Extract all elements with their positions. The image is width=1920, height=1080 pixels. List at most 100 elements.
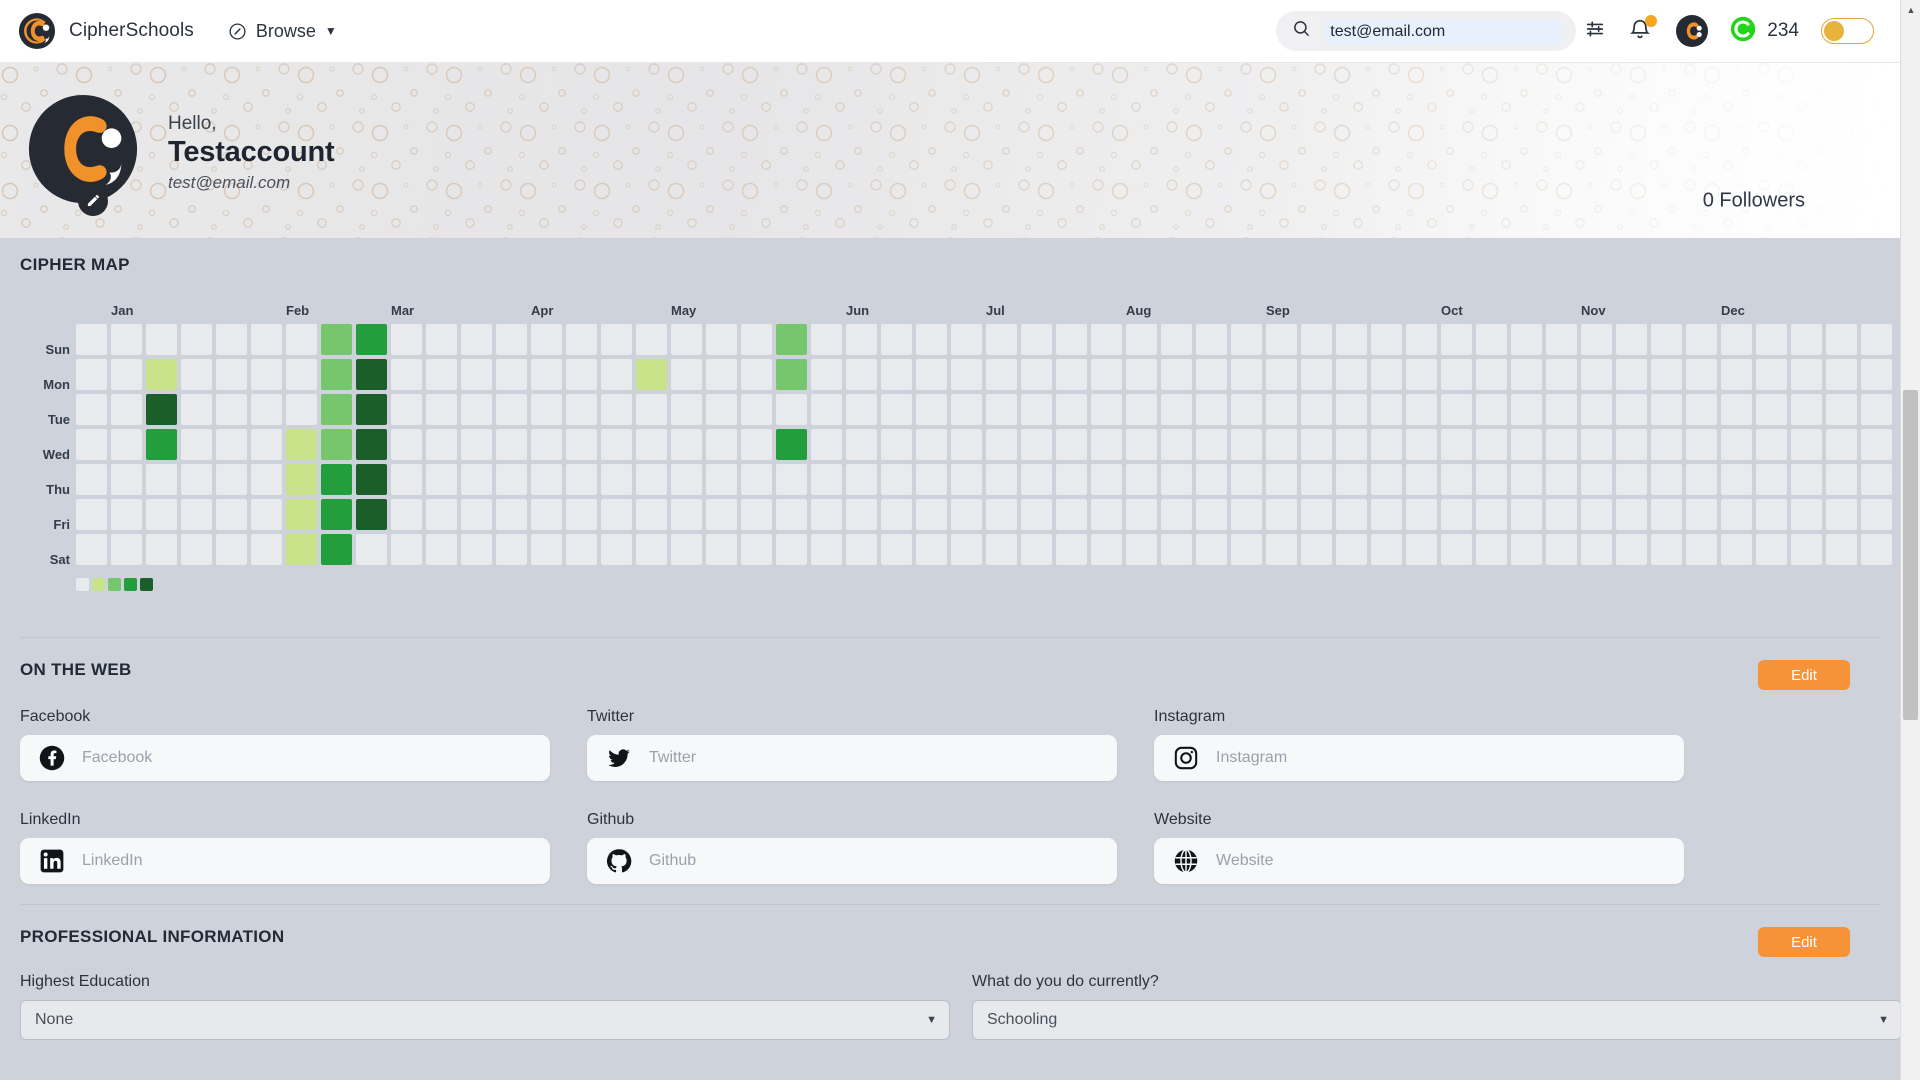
linkedin-input[interactable]: LinkedIn [20,838,550,884]
heatmap-cell[interactable] [1616,324,1647,355]
heatmap-cell[interactable] [741,394,772,425]
heatmap-cell[interactable] [1861,394,1892,425]
heatmap-cell[interactable] [671,499,702,530]
heatmap-cell[interactable] [461,499,492,530]
heatmap-cell[interactable] [461,464,492,495]
heatmap-cell[interactable] [1231,324,1262,355]
heatmap-cell[interactable] [426,429,457,460]
heatmap-cell[interactable] [1441,534,1472,565]
heatmap-cell[interactable] [1266,394,1297,425]
heatmap-cell[interactable] [846,394,877,425]
heatmap-cell[interactable] [1056,429,1087,460]
heatmap-cell[interactable] [881,429,912,460]
heatmap-cell[interactable] [531,534,562,565]
heatmap-cell[interactable] [706,464,737,495]
heatmap-cell[interactable] [1756,534,1787,565]
heatmap-cell[interactable] [881,534,912,565]
heatmap-cell[interactable] [531,499,562,530]
heatmap-cell[interactable] [1126,534,1157,565]
heatmap-cell[interactable] [146,464,177,495]
github-input[interactable]: Github [587,838,1117,884]
heatmap-cell[interactable] [251,324,282,355]
heatmap-cell[interactable] [1126,359,1157,390]
heatmap-cell[interactable] [1406,429,1437,460]
heatmap-cell[interactable] [741,499,772,530]
heatmap-cell[interactable] [76,359,107,390]
heatmap-cell[interactable] [741,324,772,355]
heatmap-cell[interactable] [1476,534,1507,565]
heatmap-cell[interactable] [76,429,107,460]
heatmap-cell[interactable] [1021,359,1052,390]
heatmap-cell[interactable] [566,534,597,565]
heatmap-cell[interactable] [356,499,387,530]
heatmap-cell[interactable] [181,429,212,460]
heatmap-cell[interactable] [356,359,387,390]
heatmap-cell[interactable] [426,464,457,495]
heatmap-cell[interactable] [1301,534,1332,565]
heatmap-cell[interactable] [181,464,212,495]
heatmap-cell[interactable] [321,534,352,565]
heatmap-cell[interactable] [1021,534,1052,565]
heatmap-cell[interactable] [1161,464,1192,495]
heatmap-cell[interactable] [1371,464,1402,495]
heatmap-cell[interactable] [531,429,562,460]
heatmap-cell[interactable] [1161,359,1192,390]
heatmap-cell[interactable] [1616,499,1647,530]
heatmap-cell[interactable] [1441,429,1472,460]
heatmap-cell[interactable] [636,324,667,355]
heatmap-cell[interactable] [1056,499,1087,530]
heatmap-cell[interactable] [671,359,702,390]
heatmap-cell[interactable] [1686,534,1717,565]
heatmap-cell[interactable] [1091,534,1122,565]
heatmap-cell[interactable] [881,499,912,530]
heatmap-cell[interactable] [1546,534,1577,565]
heatmap-cell[interactable] [846,534,877,565]
heatmap-cell[interactable] [461,359,492,390]
heatmap-cell[interactable] [776,499,807,530]
heatmap-cell[interactable] [1616,429,1647,460]
heatmap-cell[interactable] [1791,359,1822,390]
heatmap-cell[interactable] [1476,499,1507,530]
heatmap-cell[interactable] [181,534,212,565]
heatmap-cell[interactable] [916,464,947,495]
heatmap-cell[interactable] [1476,429,1507,460]
heatmap-cell[interactable] [1336,324,1367,355]
heatmap-cell[interactable] [671,394,702,425]
theme-toggle[interactable] [1821,18,1874,44]
heatmap-cell[interactable] [1581,429,1612,460]
heatmap-cell[interactable] [1196,394,1227,425]
heatmap-cell[interactable] [111,534,142,565]
heatmap-cell[interactable] [1756,499,1787,530]
heatmap-cell[interactable] [1756,464,1787,495]
heatmap-cell[interactable] [741,464,772,495]
heatmap-cell[interactable] [1266,324,1297,355]
heatmap-cell[interactable] [496,464,527,495]
heatmap-cell[interactable] [636,499,667,530]
heatmap-cell[interactable] [1756,359,1787,390]
heatmap-cell[interactable] [1126,429,1157,460]
heatmap-cell[interactable] [951,359,982,390]
heatmap-cell[interactable] [391,499,422,530]
heatmap-cell[interactable] [1686,499,1717,530]
heatmap-cell[interactable] [146,534,177,565]
heatmap-cell[interactable] [566,429,597,460]
heatmap-cell[interactable] [1511,534,1542,565]
heatmap-cell[interactable] [181,394,212,425]
heatmap-cell[interactable] [1791,394,1822,425]
heatmap-cell[interactable] [1581,464,1612,495]
heatmap-cell[interactable] [321,359,352,390]
heatmap-cell[interactable] [776,394,807,425]
heatmap-cell[interactable] [1196,499,1227,530]
heatmap-cell[interactable] [1301,429,1332,460]
heatmap-cell[interactable] [531,394,562,425]
heatmap-cell[interactable] [1126,324,1157,355]
page-scrollbar[interactable]: ▲ [1900,0,1920,1080]
heatmap-cell[interactable] [1686,429,1717,460]
heatmap-cell[interactable] [251,464,282,495]
heatmap-cell[interactable] [1441,359,1472,390]
twitter-input[interactable]: Twitter [587,735,1117,781]
heatmap-cell[interactable] [1266,359,1297,390]
heatmap-cell[interactable] [881,359,912,390]
pencil-edit-icon[interactable] [78,185,108,216]
heatmap-cell[interactable] [1301,324,1332,355]
